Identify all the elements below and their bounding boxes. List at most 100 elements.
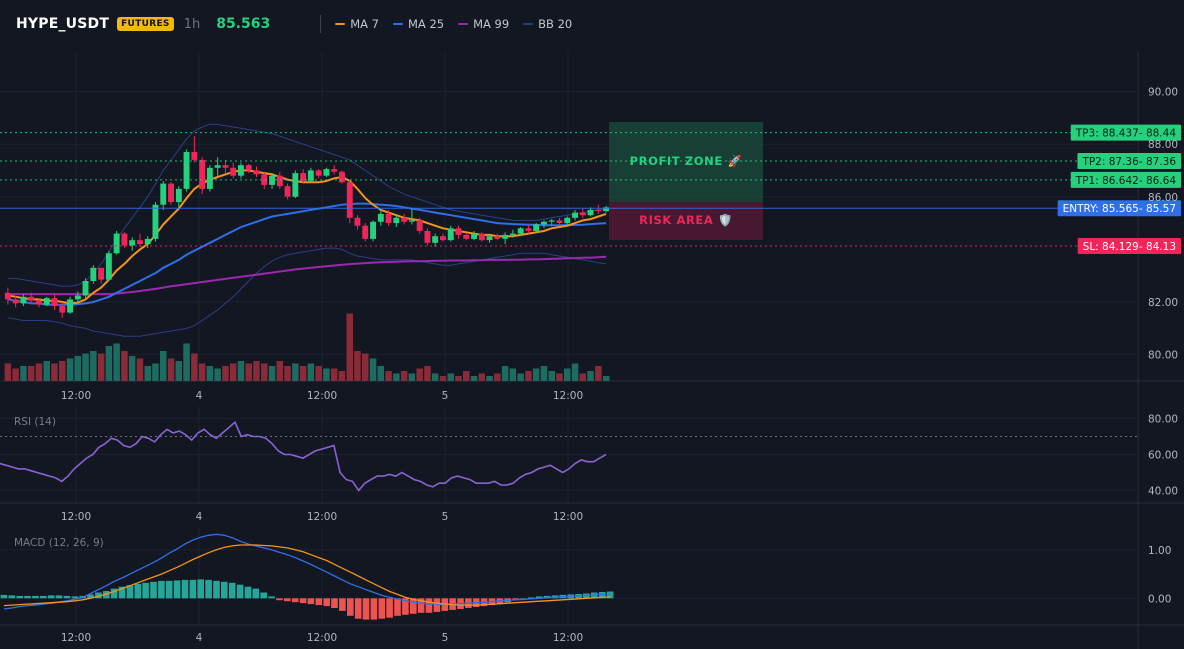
candle-body[interactable] [214, 165, 221, 168]
candle-body[interactable] [509, 233, 516, 235]
candle-body[interactable] [362, 225, 369, 239]
candle-body[interactable] [28, 296, 35, 301]
candle-body[interactable] [129, 240, 136, 246]
candle-body[interactable] [67, 299, 73, 313]
volume-bar [587, 371, 594, 381]
candle-body[interactable] [377, 213, 384, 222]
level-label-entry[interactable]: ENTRY: 85.565 [1063, 203, 1139, 215]
candle-body[interactable] [144, 238, 151, 245]
level-label-sl[interactable]: SL: 84.129 [1083, 241, 1139, 253]
candle-body[interactable] [238, 165, 244, 176]
legend-ma7[interactable]: MA 7 [335, 17, 379, 31]
candle-body[interactable] [346, 182, 353, 218]
candle-body[interactable] [455, 228, 462, 235]
candle-body[interactable] [74, 295, 81, 300]
candle-body[interactable] [486, 236, 493, 241]
legend-ma99[interactable]: MA 99 [458, 17, 509, 31]
candle-body[interactable] [393, 217, 400, 224]
candle-body[interactable] [36, 300, 42, 305]
candle-body[interactable] [98, 267, 105, 280]
candle-body[interactable] [253, 170, 260, 175]
candle-body[interactable] [595, 209, 602, 212]
candle-body[interactable] [20, 296, 27, 304]
candle-body[interactable] [401, 217, 408, 222]
candle-body[interactable] [168, 183, 174, 202]
candle-body[interactable] [533, 224, 540, 231]
legend-ma7-label: MA 7 [350, 17, 379, 31]
level-tag-entry [1057, 200, 1181, 217]
candle-body[interactable] [525, 228, 532, 231]
candle-body[interactable] [432, 236, 439, 243]
candle-body[interactable] [261, 174, 268, 185]
candle-body[interactable] [541, 221, 547, 225]
level-label-tp[interactable]: TP2: 87.36 [1081, 156, 1139, 168]
candle-body[interactable] [137, 240, 143, 245]
macd-signal-line [3, 544, 611, 607]
timeframe-selector[interactable]: 1h [183, 16, 201, 32]
candle-body[interactable] [230, 167, 237, 176]
candle-body[interactable] [331, 169, 338, 172]
volume-bar [27, 366, 35, 381]
price-axis[interactable]: TP3: 88.437 - 88.44 TP2: 87.36 - 87.36TP1… [1057, 86, 1181, 362]
candle-body[interactable] [276, 175, 283, 187]
candle-body[interactable] [175, 188, 182, 203]
candle-body[interactable] [587, 209, 594, 216]
candle-body[interactable] [354, 217, 361, 226]
candle-body[interactable] [307, 170, 314, 181]
legend-ma25[interactable]: MA 25 [393, 17, 444, 31]
candle-body[interactable] [222, 165, 229, 168]
candle-body[interactable] [517, 228, 524, 234]
candle-body[interactable] [494, 236, 501, 239]
candle-body[interactable] [323, 169, 330, 176]
candle-body[interactable] [59, 306, 66, 313]
candle-body[interactable] [478, 233, 485, 241]
macd-tick-label: 0.00 [1148, 593, 1171, 605]
candle-body[interactable] [4, 292, 11, 300]
candle-body[interactable] [416, 220, 423, 231]
candle-body[interactable] [502, 234, 509, 239]
candle-body[interactable] [121, 233, 128, 246]
candle-body[interactable] [339, 171, 345, 183]
candle-body[interactable] [292, 173, 299, 197]
candle-body[interactable] [548, 220, 555, 222]
candle-body[interactable] [447, 228, 454, 241]
candle-body[interactable] [284, 186, 291, 197]
candle-body[interactable] [43, 298, 50, 305]
candle-body[interactable] [385, 213, 392, 224]
candle-body[interactable] [269, 175, 275, 185]
candle-body[interactable] [90, 267, 97, 281]
candle-body[interactable] [440, 236, 446, 241]
candle-body[interactable] [206, 167, 213, 189]
candle-body[interactable] [572, 212, 578, 218]
symbol-name[interactable]: HYPE_USDT [16, 16, 110, 32]
candle-body[interactable] [82, 281, 89, 296]
candlesticks[interactable] [4, 136, 610, 318]
candle-body[interactable] [315, 170, 322, 176]
candle-body[interactable] [191, 152, 198, 160]
candle-body[interactable] [300, 173, 307, 181]
level-label-tp[interactable]: TP1: 86.642 [1075, 175, 1139, 187]
level-label-tp[interactable]: TP3: 88.437 [1075, 128, 1139, 140]
candle-body[interactable] [370, 221, 376, 239]
candle-body[interactable] [579, 212, 586, 216]
level-tag-tp [1070, 171, 1181, 188]
candle-body[interactable] [564, 217, 571, 224]
candle-body[interactable] [12, 299, 19, 304]
candle-body[interactable] [183, 152, 190, 189]
volume-bar [237, 361, 245, 381]
candle-body[interactable] [556, 220, 563, 223]
candle-body[interactable] [105, 253, 112, 280]
candle-body[interactable] [463, 234, 470, 239]
candle-body[interactable] [160, 183, 167, 205]
candle-body[interactable] [424, 231, 431, 243]
candle-body[interactable] [408, 220, 415, 222]
legend-bb20[interactable]: BB 20 [523, 17, 572, 31]
candle-body[interactable] [245, 165, 252, 171]
candle-body[interactable] [603, 207, 610, 212]
candle-body[interactable] [113, 233, 120, 254]
candle-body[interactable] [471, 233, 477, 239]
candle-body[interactable] [51, 298, 58, 306]
candle-body[interactable] [199, 159, 206, 189]
candle-body[interactable] [152, 204, 159, 239]
